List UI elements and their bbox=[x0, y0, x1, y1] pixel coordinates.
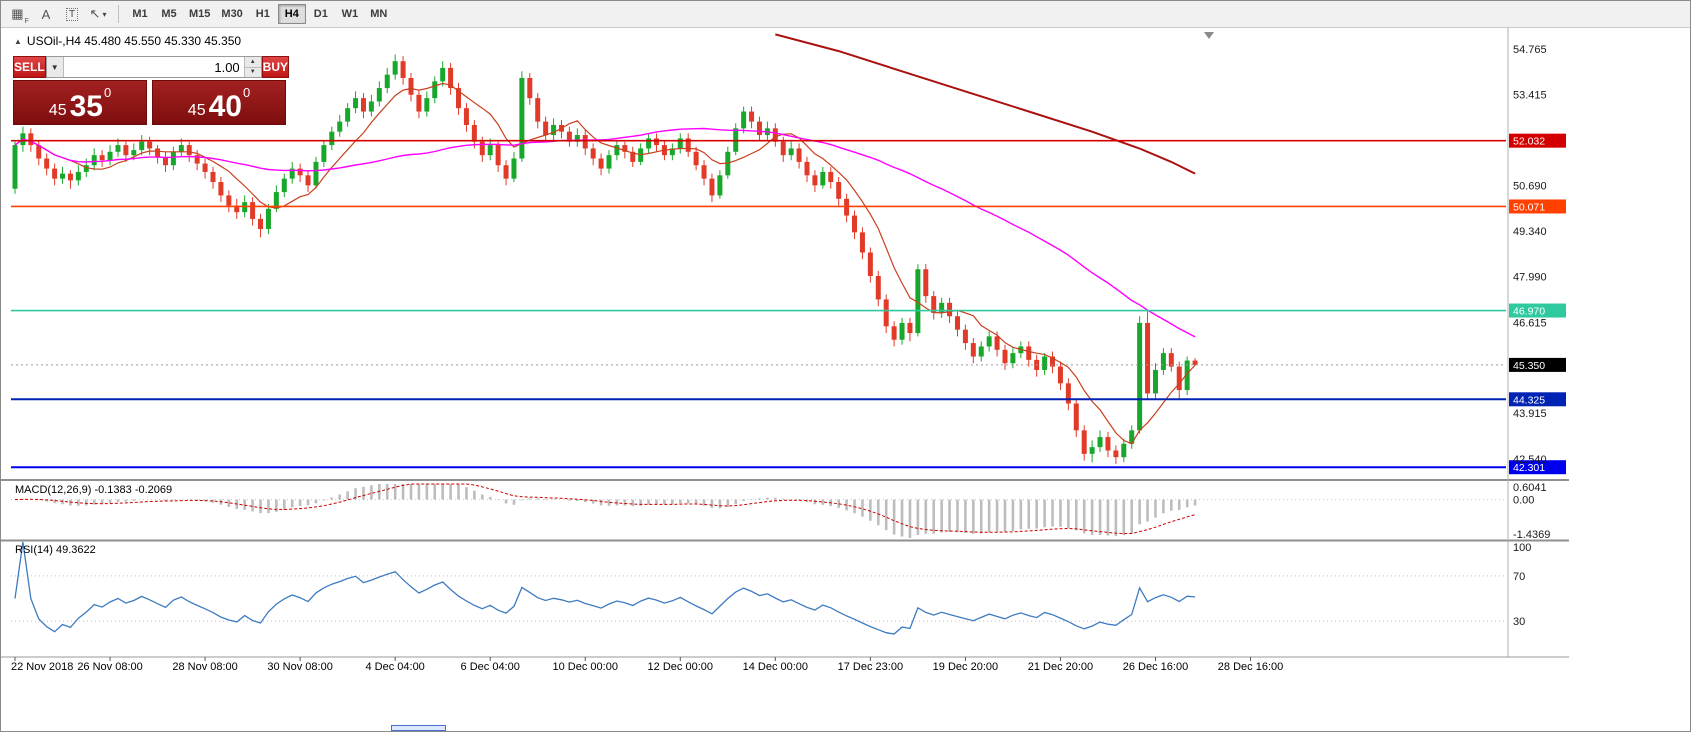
timeframe-h4[interactable]: H4 bbox=[277, 4, 306, 24]
timeframe-m30[interactable]: M30 bbox=[221, 8, 243, 20]
timeframe-mn[interactable]: MN bbox=[370, 8, 388, 20]
svg-text:28 Nov 08:00: 28 Nov 08:00 bbox=[172, 661, 237, 673]
grid-glyph: ▦ bbox=[11, 6, 24, 21]
bottom-strip bbox=[1, 677, 1690, 731]
rsi-line bbox=[14, 541, 1196, 635]
rsi-axis-labels: 100 70 30 bbox=[1513, 542, 1531, 628]
svg-text:-1.4369: -1.4369 bbox=[1513, 529, 1550, 541]
svg-text:6 Dec 04:00: 6 Dec 04:00 bbox=[461, 661, 520, 673]
chart-toolbar: ▦ F A T ↖ ▾ M1 M5 M15 M30 H1 H4 D1 W1 MN bbox=[1, 1, 1690, 28]
svg-text:43.915: 43.915 bbox=[1513, 408, 1547, 420]
svg-text:26 Dec 16:00: 26 Dec 16:00 bbox=[1123, 661, 1188, 673]
svg-text:0.00: 0.00 bbox=[1513, 495, 1534, 507]
chart-title-text: USOil-,H4 45.480 45.550 45.330 45.350 bbox=[26, 34, 242, 48]
svg-text:19 Dec 20:00: 19 Dec 20:00 bbox=[933, 661, 998, 673]
volume-stepper: ▲ ▼ bbox=[243, 57, 261, 77]
one-click-trading-panel: SELL ▼ ▲ ▼ BUY 45 35 0 45 40 0 bbox=[13, 56, 290, 125]
text-tool-icon[interactable]: A bbox=[41, 6, 51, 22]
level-lines: 52.032 50.071 46.970 44.325 42.301 bbox=[11, 133, 1566, 475]
svg-text:42.301: 42.301 bbox=[1513, 462, 1545, 474]
svg-text:28 Dec 16:00: 28 Dec 16:00 bbox=[1218, 661, 1283, 673]
sell-price-prefix: 45 bbox=[48, 102, 67, 119]
svg-text:30: 30 bbox=[1513, 616, 1525, 628]
chevron-down-icon: ▾ bbox=[102, 9, 107, 19]
arrows-tool-icon[interactable]: ↖ ▾ bbox=[85, 4, 111, 25]
svg-text:45.350: 45.350 bbox=[1513, 360, 1545, 372]
svg-text:21 Dec 20:00: 21 Dec 20:00 bbox=[1028, 661, 1093, 673]
macd-indicator-label: MACD(12,26,9) -0.1383 -0.2069 bbox=[15, 484, 173, 496]
volume-dropdown-icon[interactable]: ▼ bbox=[46, 57, 64, 77]
svg-text:100: 100 bbox=[1513, 542, 1531, 554]
trade-row: SELL ▼ ▲ ▼ BUY bbox=[13, 56, 290, 78]
sell-price-sup: 0 bbox=[103, 85, 112, 100]
svg-text:52.032: 52.032 bbox=[1513, 136, 1545, 148]
volume-up-icon[interactable]: ▲ bbox=[244, 57, 261, 68]
timeframe-d1[interactable]: D1 bbox=[313, 8, 328, 20]
buy-price-big: 40 bbox=[208, 89, 242, 123]
horizontal-scrollbar-thumb[interactable] bbox=[391, 725, 446, 731]
svg-text:10 Dec 00:00: 10 Dec 00:00 bbox=[553, 661, 618, 673]
buy-price-prefix: 45 bbox=[187, 102, 206, 119]
svg-text:14 Dec 00:00: 14 Dec 00:00 bbox=[743, 661, 808, 673]
timeframe-h1[interactable]: H1 bbox=[255, 8, 270, 20]
svg-text:12 Dec 00:00: 12 Dec 00:00 bbox=[648, 661, 713, 673]
price-row: 45 35 0 45 40 0 bbox=[13, 80, 287, 125]
toolbar-separator bbox=[118, 5, 119, 23]
svg-text:4 Dec 04:00: 4 Dec 04:00 bbox=[365, 661, 424, 673]
svg-text:49.340: 49.340 bbox=[1513, 226, 1547, 238]
sell-button[interactable]: SELL bbox=[13, 56, 46, 78]
time-axis-labels: 22 Nov 2018 26 Nov 08:00 28 Nov 08:00 30 No… bbox=[11, 657, 1283, 673]
sell-price-big: 35 bbox=[69, 89, 103, 123]
macd-histogram bbox=[21, 484, 1197, 538]
svg-text:70: 70 bbox=[1513, 571, 1525, 583]
sell-price-display[interactable]: 45 35 0 bbox=[13, 80, 147, 125]
timeframe-m15[interactable]: M15 bbox=[189, 8, 211, 20]
buy-button[interactable]: BUY bbox=[261, 56, 290, 78]
grid-tool-icon[interactable]: ▦ F bbox=[7, 4, 33, 25]
timeframe-m1[interactable]: M1 bbox=[132, 8, 148, 20]
svg-text:50.690: 50.690 bbox=[1513, 181, 1547, 193]
chart-title: ▲ USOil-,H4 45.480 45.550 45.330 45.350 bbox=[14, 34, 241, 48]
trend-ma-line bbox=[775, 33, 1196, 175]
svg-text:53.415: 53.415 bbox=[1513, 89, 1547, 101]
macd-signal-line bbox=[14, 483, 1196, 535]
chart-cursor-icon: ▲ bbox=[14, 36, 22, 46]
svg-text:54.765: 54.765 bbox=[1513, 44, 1547, 56]
ma-slow-line bbox=[14, 127, 1196, 338]
timeframe-buttons: M1 M5 M15 M30 H1 H4 D1 W1 MN bbox=[126, 4, 393, 24]
textbox-glyph: T bbox=[65, 7, 79, 21]
grid-sub: F bbox=[24, 17, 29, 25]
ma-fast-line bbox=[14, 82, 1196, 445]
timeframe-m5[interactable]: M5 bbox=[161, 8, 177, 20]
svg-text:30 Nov 08:00: 30 Nov 08:00 bbox=[267, 661, 332, 673]
volume-input[interactable] bbox=[63, 57, 244, 77]
current-price-label: 45.350 bbox=[1509, 357, 1566, 372]
rsi-indicator-label: RSI(14) 49.3622 bbox=[15, 544, 96, 556]
svg-text:17 Dec 23:00: 17 Dec 23:00 bbox=[838, 661, 903, 673]
price-axis-labels: 54.765 53.415 50.690 49.340 47.990 46.615 43.9… bbox=[1513, 44, 1547, 466]
svg-text:47.990: 47.990 bbox=[1513, 271, 1547, 283]
buy-price-display[interactable]: 45 40 0 bbox=[152, 80, 286, 125]
volume-down-icon[interactable]: ▼ bbox=[244, 67, 261, 77]
svg-text:26 Nov 08:00: 26 Nov 08:00 bbox=[77, 661, 142, 673]
timeframe-w1[interactable]: W1 bbox=[341, 8, 359, 20]
chart-shift-marker-icon[interactable] bbox=[1204, 32, 1214, 39]
candles-layer bbox=[12, 54, 1198, 464]
svg-text:50.071: 50.071 bbox=[1513, 201, 1545, 213]
svg-text:46.970: 46.970 bbox=[1513, 306, 1545, 318]
svg-text:42.540: 42.540 bbox=[1513, 454, 1547, 466]
buy-price-sup: 0 bbox=[242, 85, 251, 100]
volume-box: ▼ ▲ ▼ bbox=[45, 56, 262, 78]
svg-text:44.325: 44.325 bbox=[1513, 394, 1545, 406]
textbox-tool-icon[interactable]: T bbox=[59, 4, 85, 25]
svg-text:22 Nov 2018: 22 Nov 2018 bbox=[11, 661, 73, 673]
arrow-glyph: ↖ bbox=[89, 6, 101, 21]
svg-text:46.615: 46.615 bbox=[1513, 317, 1547, 329]
svg-text:0.6041: 0.6041 bbox=[1513, 482, 1547, 494]
